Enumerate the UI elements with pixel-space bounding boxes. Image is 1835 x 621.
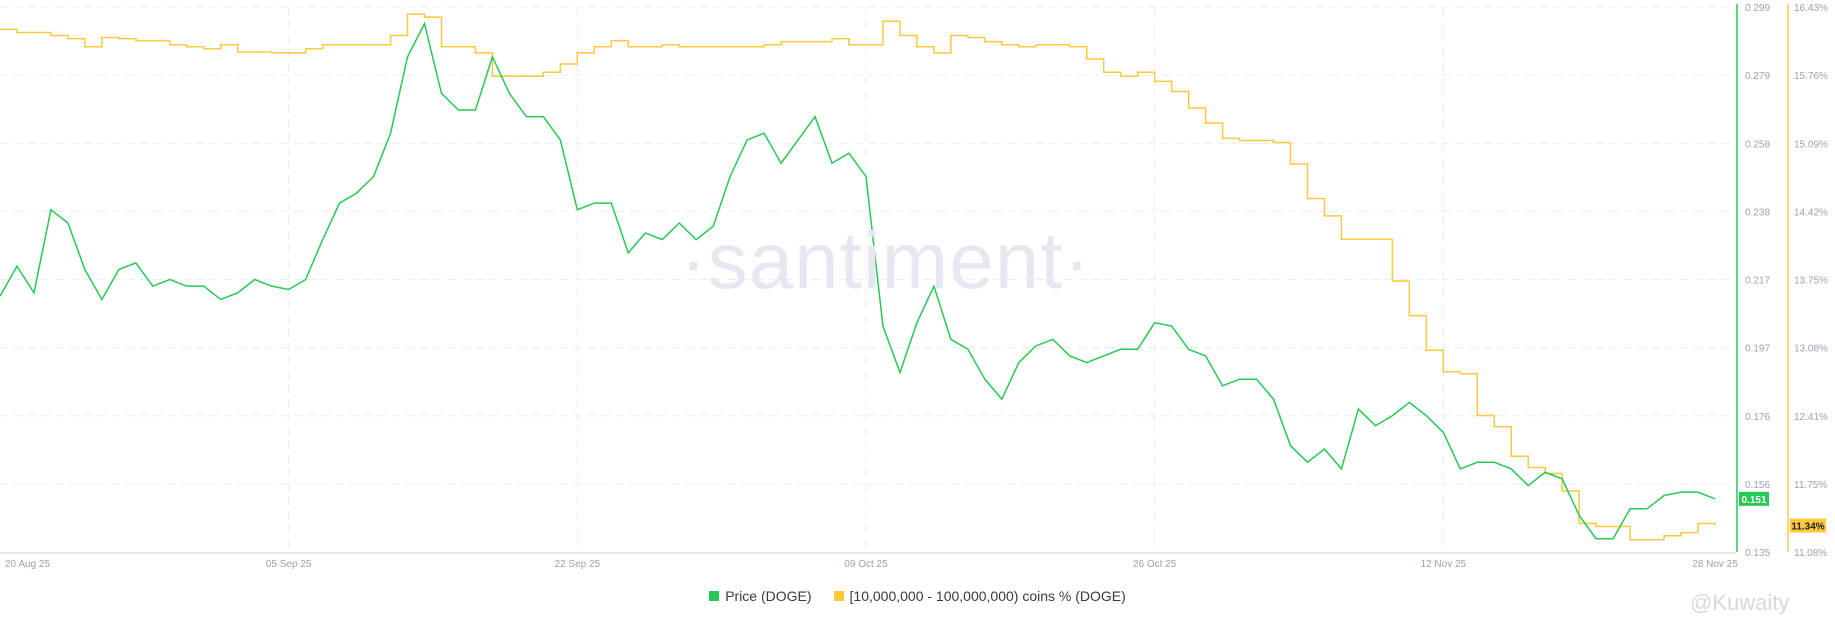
y-tick-label-price: 0.258 bbox=[1745, 139, 1770, 150]
coins-pct-last-value-badge bbox=[1790, 518, 1826, 533]
y-tick-label-coins-pct: 11.75% bbox=[1794, 480, 1827, 491]
santiment-watermark: ·santiment· bbox=[680, 216, 1092, 305]
x-tick-label: 22 Sep 25 bbox=[555, 559, 601, 570]
price-line bbox=[0, 21, 1716, 540]
price-last-value-badge bbox=[1739, 491, 1769, 506]
y-tick-label-price: 0.238 bbox=[1745, 207, 1770, 218]
x-tick-label: 26 Oct 25 bbox=[1133, 559, 1177, 570]
y-tick-label-price: 0.217 bbox=[1745, 276, 1770, 287]
legend: Price (DOGE) [10,000,000 - 100,000,000) … bbox=[0, 588, 1835, 604]
coins-pct-line bbox=[0, 13, 1716, 541]
chart: 0.299 16.43% 0.279 15.76% 0.258 15.09% 0.238 14… bbox=[0, 3, 1828, 570]
kuwaity-credit: @Kuwaity bbox=[1690, 590, 1790, 615]
y-tick-label-coins-pct: 15.76% bbox=[1794, 71, 1828, 82]
x-tick-label: 28 Nov 25 bbox=[1692, 559, 1738, 570]
y-tick-label-price: 0.156 bbox=[1745, 480, 1770, 491]
x-tick-label: 09 Oct 25 bbox=[844, 559, 888, 570]
x-tick-label: 20 Aug 25 bbox=[5, 559, 50, 570]
legend-item-coins-pct[interactable]: [10,000,000 - 100,000,000) coins % (DOGE… bbox=[833, 588, 1126, 604]
x-tick-label: 12 Nov 25 bbox=[1421, 559, 1467, 570]
coins-pct-last-value: 11.34% bbox=[1791, 522, 1824, 533]
legend-swatch-price bbox=[709, 591, 720, 601]
price-last-value: 0.151 bbox=[1741, 495, 1766, 506]
y-tick-label-price: 0.135 bbox=[1745, 548, 1770, 559]
y-tick-label-price: 0.279 bbox=[1745, 71, 1770, 82]
y-tick-label-coins-pct: 11.08% bbox=[1794, 548, 1827, 559]
y-tick-label-coins-pct: 16.43% bbox=[1794, 3, 1828, 14]
y-tick-label-coins-pct: 15.09% bbox=[1794, 139, 1828, 150]
y-tick-label-coins-pct: 12.41% bbox=[1794, 412, 1828, 423]
legend-label-coins-pct: [10,000,000 - 100,000,000) coins % (DOGE… bbox=[849, 588, 1126, 604]
y-tick-label-coins-pct: 13.75% bbox=[1794, 276, 1828, 287]
legend-swatch-coins-pct bbox=[833, 591, 844, 601]
x-tick-label: 05 Sep 25 bbox=[266, 559, 312, 570]
y-tick-label-coins-pct: 13.08% bbox=[1794, 344, 1828, 355]
y-tick-label-price: 0.197 bbox=[1745, 344, 1770, 355]
legend-item-price[interactable]: Price (DOGE) bbox=[709, 588, 812, 604]
y-tick-label-price: 0.176 bbox=[1745, 412, 1770, 423]
y-tick-label-coins-pct: 14.42% bbox=[1794, 207, 1828, 218]
legend-label-price: Price (DOGE) bbox=[725, 588, 812, 604]
y-tick-label-price: 0.299 bbox=[1745, 3, 1770, 14]
